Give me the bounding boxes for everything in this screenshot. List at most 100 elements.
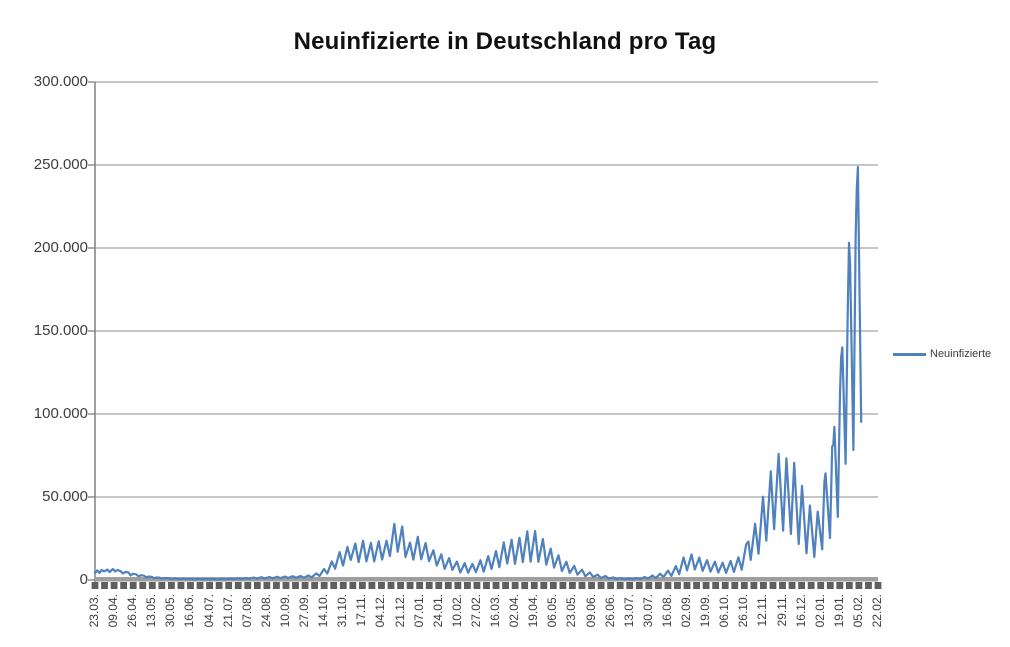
x-axis-tick [549, 582, 557, 589]
x-axis-tick-label: 16.12. [793, 594, 808, 628]
x-axis-tick-label: 16.06. [182, 594, 197, 628]
x-axis-tick-label: 26.10. [736, 594, 751, 628]
x-axis-tick [807, 582, 815, 589]
x-axis-tick-label: 19.04. [526, 594, 541, 628]
x-axis-tick [693, 582, 700, 589]
x-axis-tick [196, 582, 204, 589]
x-axis-tick-label: 02.01. [812, 594, 827, 628]
x-axis-tick [320, 582, 328, 589]
y-axis-tick-label: 300.000 [33, 73, 88, 90]
x-axis-tick [148, 582, 156, 589]
x-axis-tick-label: 14.10. [316, 594, 331, 628]
x-axis-tick [712, 582, 720, 589]
x-axis-tick [387, 582, 395, 589]
y-axis-tick-label: 50.000 [42, 488, 88, 505]
x-axis-tick [731, 582, 739, 589]
x-axis-tick [292, 582, 299, 589]
x-axis-tick-label: 27.02. [468, 594, 483, 628]
x-axis-tick [588, 582, 595, 589]
x-axis-tick-label: 23.03. [87, 594, 101, 628]
x-axis-tick [454, 582, 462, 589]
x-axis-tick [597, 582, 605, 589]
x-axis-tick [473, 582, 481, 589]
x-axis-tick [817, 582, 825, 589]
y-axis-tick-label: 250.000 [33, 156, 88, 173]
legend: Neuinfizierte [893, 345, 991, 363]
x-axis-tick [779, 582, 786, 589]
x-axis-tick [234, 582, 242, 589]
x-axis-tick-label: 16.03. [488, 594, 503, 628]
x-axis-tick-label: 19.01. [831, 594, 846, 628]
x-axis-tick [358, 582, 366, 589]
x-axis-tick [769, 582, 777, 589]
x-axis-tick-label: 21.12. [392, 594, 407, 628]
x-axis-tick [645, 582, 653, 589]
x-axis-tick-label: 06.10. [717, 594, 732, 628]
y-axis-tick-label: 0 [79, 571, 88, 588]
x-axis-tick [798, 582, 806, 589]
x-axis-tick [416, 582, 424, 589]
x-axis-tick [626, 582, 634, 589]
x-axis-tick [435, 582, 443, 589]
x-axis-tick [349, 582, 357, 589]
x-axis-tick [635, 582, 643, 589]
x-axis-tick-label: 02.04. [507, 594, 522, 628]
x-axis-tick [301, 582, 309, 589]
x-axis-tick [683, 582, 691, 589]
x-axis-tick [464, 582, 471, 589]
x-axis-tick-label: 09.04. [106, 594, 121, 628]
x-axis-tick [836, 582, 844, 589]
x-axis-tick [101, 582, 108, 589]
x-axis-tick [120, 582, 128, 589]
x-axis-tick [406, 582, 414, 589]
x-axis-tick-label: 02.09. [679, 594, 694, 628]
x-axis-line [95, 577, 878, 582]
x-axis-tick-label: 26.04. [125, 594, 140, 628]
x-axis-tick [206, 582, 213, 589]
series-line-neuinfizierte [93, 165, 863, 581]
x-axis-tick [540, 582, 548, 589]
x-axis-tick [339, 582, 347, 589]
x-axis-tick [244, 582, 252, 589]
x-axis-tick-label: 21.07. [220, 594, 235, 628]
x-axis-tick [788, 582, 796, 589]
chart-title: Neuinfizierte in Deutschland pro Tag [293, 28, 717, 55]
x-axis-tick [139, 582, 147, 589]
x-axis-tick [483, 582, 490, 589]
x-axis-tick-label: 13.05. [144, 594, 159, 628]
x-axis-tick-label: 22.02. [870, 594, 884, 628]
x-axis-tick-label: 13.07. [621, 594, 636, 628]
x-axis-tick [311, 582, 319, 589]
x-axis-tick [282, 582, 290, 589]
x-axis-tick-label: 06.05. [545, 594, 560, 628]
x-axis-tick-label: 17.11. [354, 594, 369, 627]
x-axis-tick [225, 582, 233, 589]
x-axis-tick [578, 582, 586, 589]
x-axis-tick [177, 582, 185, 589]
x-axis-tick [91, 582, 99, 589]
x-axis-tick-label: 31.10. [335, 594, 350, 628]
x-axis-tick [865, 582, 872, 589]
x-axis-tick-label: 05.02. [850, 594, 865, 628]
x-axis-tick-label: 30.05. [163, 594, 178, 628]
x-axis-tick [855, 582, 863, 589]
x-axis-tick [253, 582, 261, 589]
legend-line-sample [893, 352, 926, 356]
x-axis-tick [511, 582, 519, 589]
x-axis-tick [263, 582, 271, 589]
x-axis-tick [760, 582, 767, 589]
x-axis-tick [167, 582, 175, 589]
x-axis-tick [530, 582, 538, 589]
x-axis-tick [750, 582, 758, 589]
x-axis-tick [273, 582, 280, 589]
x-axis-tick [492, 582, 500, 589]
x-axis-tick [740, 582, 748, 589]
x-axis-tick [425, 582, 433, 589]
x-axis-tick [110, 582, 118, 589]
x-axis-tick [826, 582, 834, 589]
x-axis-tick [444, 582, 452, 589]
y-axis-tick-label: 100.000 [33, 405, 88, 422]
x-axis-tick-label: 24.01. [430, 594, 445, 628]
